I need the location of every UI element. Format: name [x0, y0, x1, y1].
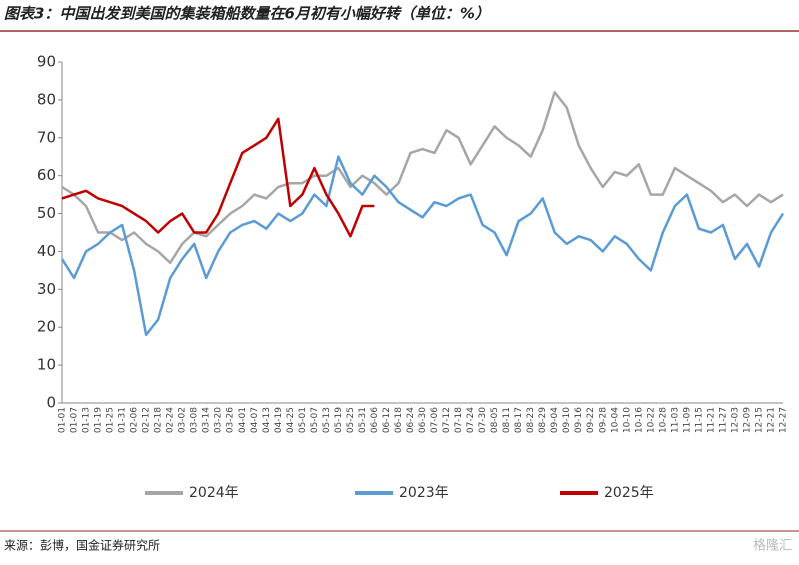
y-tick-label: 90	[37, 53, 56, 71]
x-tick-label: 01-07	[70, 407, 80, 433]
x-tick-label: 10-04	[610, 407, 620, 433]
x-tick-label: 12-15	[754, 407, 764, 433]
x-tick-label: 12-27	[779, 407, 789, 433]
x-tick-label: 02-06	[130, 407, 140, 433]
x-tick-label: 05-19	[334, 407, 344, 433]
x-tick-label: 06-18	[394, 407, 404, 433]
x-tick-label: 11-03	[670, 407, 680, 433]
y-tick-label: 60	[37, 166, 56, 184]
x-tick-label: 04-07	[250, 407, 260, 433]
source: 来源：彭博，国金证券研究所	[4, 538, 160, 553]
y-tick-label: 80	[37, 90, 56, 108]
x-tick-label: 09-16	[574, 407, 584, 433]
x-tick-label: 10-28	[658, 407, 668, 433]
x-tick-label: 11-27	[718, 407, 728, 433]
x-tick-label: 05-25	[346, 407, 356, 433]
y-tick-label: 30	[37, 280, 56, 298]
series-line	[61, 91, 784, 265]
series-line	[60, 155, 785, 337]
x-tick-label: 07-24	[466, 407, 476, 433]
x-tick-label: 01-01	[58, 407, 68, 433]
x-tick-label: 09-10	[562, 407, 572, 433]
x-tick-label: 09-22	[586, 407, 596, 433]
x-tick-label: 05-13	[322, 407, 332, 433]
y-tick-label: 0	[46, 394, 56, 412]
x-tick-label: 12-09	[742, 407, 752, 433]
x-tick-label: 07-06	[430, 407, 440, 433]
x-tick-label: 04-19	[274, 407, 284, 433]
x-tick-label: 08-05	[490, 407, 500, 433]
x-tick-label: 06-06	[370, 407, 380, 433]
x-tick-label: 06-24	[406, 407, 416, 433]
x-tick-label: 10-10	[622, 407, 632, 433]
x-tick-label: 08-29	[538, 407, 548, 433]
x-tick-label: 02-18	[154, 407, 164, 433]
x-tick-label: 07-30	[478, 407, 488, 433]
x-tick-label: 11-09	[682, 407, 692, 433]
series-line	[61, 117, 375, 238]
x-tick-label: 01-19	[94, 407, 104, 433]
x-tick-label: 08-17	[514, 407, 524, 433]
x-tick-label: 04-13	[262, 407, 272, 433]
x-tick-label: 04-25	[286, 407, 296, 433]
x-tick-label: 12-21	[766, 407, 776, 433]
y-tick-label: 40	[37, 242, 56, 260]
x-tick-label: 03-20	[214, 407, 224, 433]
legend-label: 2023年	[399, 485, 449, 501]
y-tick-label: 10	[37, 356, 56, 374]
x-tick-label: 08-11	[502, 407, 512, 433]
x-tick-label: 03-14	[202, 407, 212, 433]
y-tick-label: 50	[37, 204, 56, 222]
x-tick-label: 10-22	[646, 407, 656, 433]
x-tick-label: 05-31	[358, 407, 368, 433]
x-tick-label: 05-01	[298, 407, 308, 433]
x-tick-label: 01-31	[118, 407, 128, 433]
x-tick-label: 06-12	[382, 407, 392, 433]
legend-label: 2025年	[604, 485, 654, 501]
watermark: 格隆汇	[753, 538, 792, 554]
x-tick-label: 07-18	[454, 407, 464, 433]
x-tick-label: 05-07	[310, 407, 320, 433]
x-tick-label: 06-30	[418, 407, 428, 433]
x-tick-label: 08-23	[526, 407, 536, 433]
x-tick-label: 02-24	[166, 407, 176, 433]
x-tick-label: 03-08	[190, 407, 200, 433]
legend-label: 2024年	[189, 485, 239, 501]
x-tick-label: 01-25	[106, 407, 116, 433]
x-tick-label: 03-26	[226, 407, 236, 433]
x-tick-label: 11-21	[706, 407, 716, 433]
x-tick-label: 03-02	[178, 407, 188, 433]
x-tick-label: 09-04	[550, 407, 560, 433]
x-tick-label: 07-12	[442, 407, 452, 433]
x-tick-label: 02-12	[142, 407, 152, 433]
x-tick-label: 12-03	[730, 407, 740, 433]
y-tick-label: 70	[37, 128, 56, 146]
y-tick-label: 20	[37, 318, 56, 336]
x-tick-label: 04-01	[238, 407, 248, 433]
x-tick-label: 09-28	[598, 407, 608, 433]
x-tick-label: 01-13	[82, 407, 92, 433]
chart-title: 图表3：中国出发到美国的集装箱船数量在6月初有小幅好转（单位：%）	[4, 5, 490, 23]
x-tick-label: 11-15	[694, 407, 704, 433]
x-tick-label: 10-16	[634, 407, 644, 433]
